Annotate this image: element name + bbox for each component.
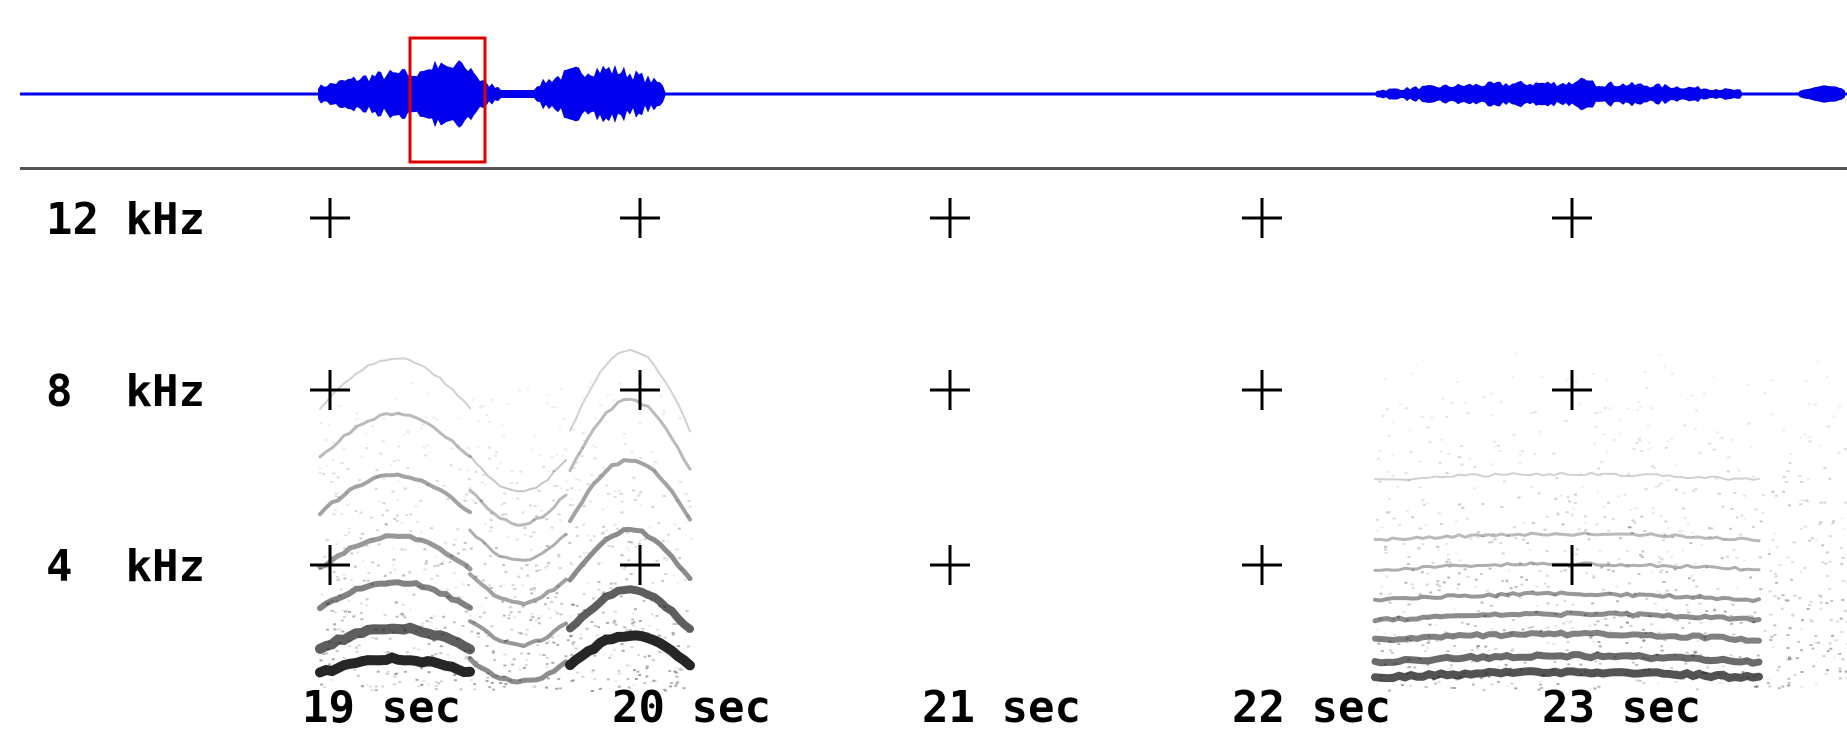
freq-label-4khz: 4 kHz (46, 545, 205, 589)
freq-label-8khz: 8 kHz (46, 370, 205, 414)
grid-crosses (310, 198, 1592, 585)
time-label-21s: 21 sec (922, 686, 1081, 730)
time-label-19s: 19 sec (302, 686, 461, 730)
grid-cross (310, 198, 350, 238)
grid-cross (620, 370, 660, 410)
spectrogram-panel[interactable] (0, 170, 1847, 731)
grid-cross (930, 198, 970, 238)
grid-cross (1552, 198, 1592, 238)
grid-cross (930, 370, 970, 410)
time-label-22s: 22 sec (1232, 686, 1391, 730)
grid-cross (1552, 545, 1592, 585)
grid-cross (620, 198, 660, 238)
grid-cross (930, 545, 970, 585)
grid-cross (310, 370, 350, 410)
spectrogram-noise (318, 353, 1847, 692)
time-label-23s: 23 sec (1542, 686, 1701, 730)
grid-cross (1552, 370, 1592, 410)
grid-cross (1242, 545, 1282, 585)
grid-cross (1242, 198, 1282, 238)
waveform-panel[interactable] (0, 0, 1847, 170)
grid-cross (1242, 370, 1282, 410)
freq-label-12khz: 12 kHz (46, 198, 205, 242)
time-label-20s: 20 sec (612, 686, 771, 730)
